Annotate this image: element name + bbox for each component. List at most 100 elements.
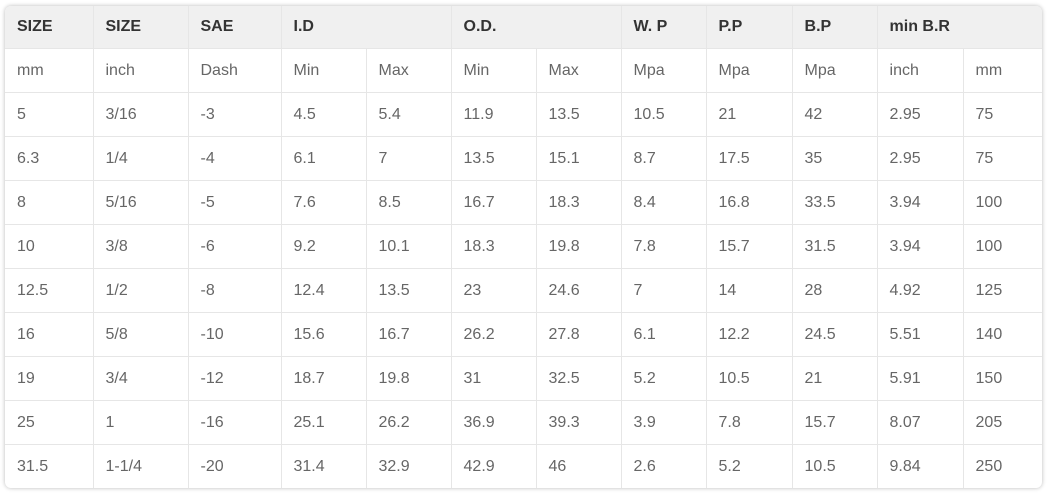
table-cell: 31.4 [281, 444, 367, 488]
table-cell: -6 [188, 224, 282, 269]
table-cell: -3 [188, 92, 282, 137]
table-cell: 10.1 [366, 224, 452, 269]
table-cell: 32.5 [536, 356, 622, 401]
table-cell: 16.8 [706, 180, 793, 225]
table-cell: 42.9 [451, 444, 537, 488]
table-cell: 15.1 [536, 136, 622, 181]
table-cell: 75 [963, 136, 1042, 181]
table-cell: 250 [975, 457, 1003, 475]
table-cell: 4.92 [877, 268, 964, 313]
table-row: 31.5 1-1/4 -20 31.4 32.9 42.9 46 2.6 5.2 10.5 9.84… [5, 444, 1042, 488]
table-row: 19 3/4 -12 18.7 19.8 31 32.5 5.2 10.5 21 5.91 150 [5, 356, 1042, 401]
table-cell: 7.8 [706, 400, 793, 445]
table-cell: 15.7 [792, 400, 878, 445]
unit-cell: Dash [188, 48, 282, 93]
table-cell: 46 [536, 444, 622, 488]
table-cell: 3.94 [877, 224, 964, 269]
table-cell: 42 [792, 92, 878, 137]
table-cell: 15.7 [706, 224, 793, 269]
table-cell: 18.3 [536, 180, 622, 225]
table-cell: 3/4 [93, 356, 189, 401]
table-row: 8 5/16 -5 7.6 8.5 16.7 18.3 8.4 16.8 33.5 3.94 100 [5, 180, 1042, 225]
hose-spec-table: SIZE SIZE SAE I.D O.D. W. P P.P B.P min … [5, 6, 1042, 488]
table-cell: 1-1/4 [93, 444, 189, 488]
table-cell: 3/8 [93, 224, 189, 269]
table-cell: 18.7 [281, 356, 367, 401]
table-cell: 10 [5, 224, 94, 269]
table-cell: 13.5 [366, 268, 452, 313]
unit-cell: inch [93, 48, 189, 93]
header-outer-diameter: O.D. [451, 6, 622, 49]
table-cell: 16.7 [366, 312, 452, 357]
table-cell: 3.94 [877, 180, 964, 225]
unit-cell: mm [5, 48, 94, 93]
table-cell: 39.3 [536, 400, 622, 445]
table-cell: 3.9 [621, 400, 707, 445]
table-cell: -4 [188, 136, 282, 181]
header-size-mm: SIZE [5, 6, 94, 49]
table-cell: 7.6 [281, 180, 367, 225]
table-cell: 75 [963, 92, 1042, 137]
table-cell: 8 [5, 180, 94, 225]
table-cell: 125 [963, 268, 1042, 313]
table-body: mm inch Dash Min Max Min Max Mpa Mpa Mpa… [5, 48, 1042, 488]
table-cell: 31.5 [5, 444, 94, 488]
table-cell: 35 [792, 136, 878, 181]
table-row: 10 3/8 -6 9.2 10.1 18.3 19.8 7.8 15.7 31.5 3.94 100 [5, 224, 1042, 269]
header-sae: SAE [188, 6, 282, 49]
table-row: 6.3 1/4 -4 6.1 7 13.5 15.1 8.7 17.5 35 2.95 75 [5, 136, 1042, 181]
header-burst-pressure: B.P [792, 6, 878, 49]
units-row: mm inch Dash Min Max Min Max Mpa Mpa Mpa… [5, 48, 1042, 93]
table-cell: -16 [188, 400, 282, 445]
table-cell: 25 [5, 400, 94, 445]
table-cell: 7 [366, 136, 452, 181]
header-min-bend-radius: min B.R [877, 6, 1042, 49]
hose-spec-table-card: SIZE SIZE SAE I.D O.D. W. P P.P B.P min … [5, 6, 1042, 488]
table-cell: 21 [792, 356, 878, 401]
unit-cell: Max [366, 48, 452, 93]
unit-cell: Min [281, 48, 367, 93]
table-cell: 5.51 [877, 312, 964, 357]
table-cell: -5 [188, 180, 282, 225]
table-cell: 19 [5, 356, 94, 401]
unit-cell: Min [451, 48, 537, 93]
unit-cell: Max [536, 48, 622, 93]
table-cell: 27.8 [536, 312, 622, 357]
table-cell: 12.5 [5, 268, 94, 313]
table-cell: 33.5 [792, 180, 878, 225]
table-cell: 19.8 [366, 356, 452, 401]
table-cell: 26.2 [451, 312, 537, 357]
header-inner-diameter: I.D [281, 6, 452, 49]
table-cell: 100 [963, 180, 1042, 225]
table-cell: 31.5 [792, 224, 878, 269]
table-cell: 16.7 [451, 180, 537, 225]
header-working-pressure: W. P [621, 6, 707, 49]
unit-cell: Mpa [792, 48, 878, 93]
table-cell: 7 [621, 268, 707, 313]
table-cell: 8.5 [366, 180, 452, 225]
header-size-inch: SIZE [93, 6, 189, 49]
table-cell: 5.2 [621, 356, 707, 401]
table-cell: -10 [188, 312, 282, 357]
table-row: 16 5/8 -10 15.6 16.7 26.2 27.8 6.1 12.2 24.5 5.51 1… [5, 312, 1042, 357]
table-cell: 12.2 [706, 312, 793, 357]
table-cell: 25.1 [281, 400, 367, 445]
table-cell: 24.6 [536, 268, 622, 313]
table-cell: 31 [451, 356, 537, 401]
table-cell: -12 [188, 356, 282, 401]
table-cell: 5.2 [706, 444, 793, 488]
table-cell: 8.4 [621, 180, 707, 225]
table-cell: 100 [963, 224, 1042, 269]
unit-cell: mm [963, 48, 1042, 93]
table-cell: 1/4 [93, 136, 189, 181]
table-cell: 10.5 [792, 444, 878, 488]
table-cell: 28 [792, 268, 878, 313]
table-cell: 9.2 [281, 224, 367, 269]
table-cell: 11.9 [451, 92, 537, 137]
table-cell: 32.9 [366, 444, 452, 488]
header-proof-pressure: P.P [706, 6, 793, 49]
unit-cell: Mpa [621, 48, 707, 93]
table-cell: 1/2 [93, 268, 189, 313]
table-cell: 3/16 [93, 92, 189, 137]
table-cell: 1 [93, 400, 189, 445]
